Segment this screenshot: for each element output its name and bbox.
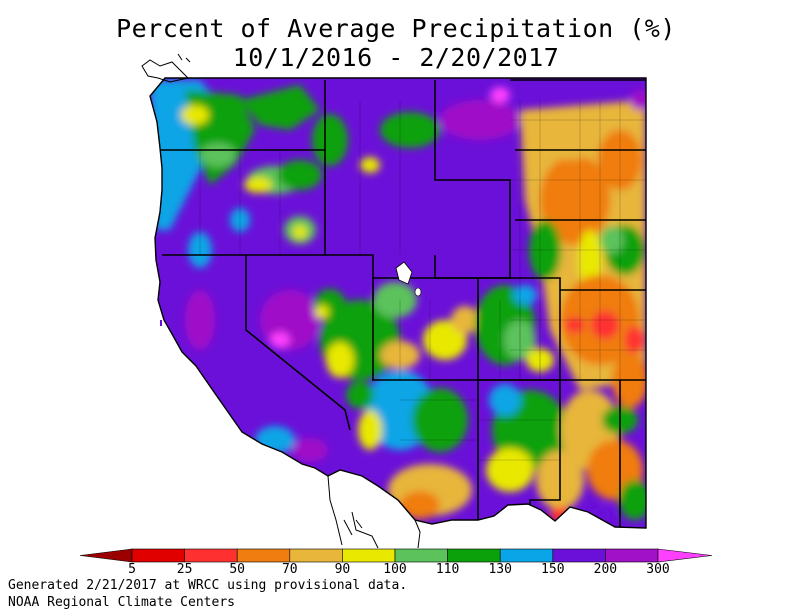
legend-label: 25 — [176, 562, 193, 577]
legend-label: 110 — [435, 562, 460, 577]
legend-label: 50 — [229, 562, 246, 577]
legend-swatch — [499, 548, 554, 563]
legend-swatch — [236, 548, 291, 563]
legend-swatch — [447, 548, 501, 563]
legend-label: 130 — [488, 562, 512, 577]
legend-swatch — [552, 548, 606, 563]
legend-swatch — [184, 548, 238, 563]
precip-shading — [150, 78, 646, 528]
legend-label: 300 — [646, 562, 670, 577]
legend-label: 70 — [281, 562, 298, 577]
legend-label: 150 — [541, 562, 565, 577]
legend-label: 90 — [334, 562, 351, 577]
legend-swatch — [657, 548, 713, 563]
vancouver-island-outline — [141, 53, 191, 83]
legend-label: 5 — [128, 562, 136, 577]
generated-note: Generated 2/21/2017 at WRCC using provis… — [8, 578, 408, 593]
baja-outline — [327, 475, 421, 549]
source-note: NOAA Regional Climate Centers — [8, 595, 235, 610]
legend-label: 100 — [383, 562, 407, 577]
legend-label: 200 — [593, 562, 618, 577]
legend-swatch — [342, 548, 396, 563]
legend-swatch — [289, 548, 343, 563]
legend-swatch — [79, 548, 133, 563]
state-boundaries — [160, 79, 646, 528]
legend-swatch — [605, 548, 659, 563]
map-date-range: 10/1/2016 - 2/20/2017 — [232, 43, 560, 72]
legend-swatch — [131, 548, 185, 563]
legend-color-bar — [79, 548, 713, 563]
legend-swatch — [394, 548, 448, 563]
map-title: Percent of Average Precipitation (%) — [116, 14, 676, 43]
